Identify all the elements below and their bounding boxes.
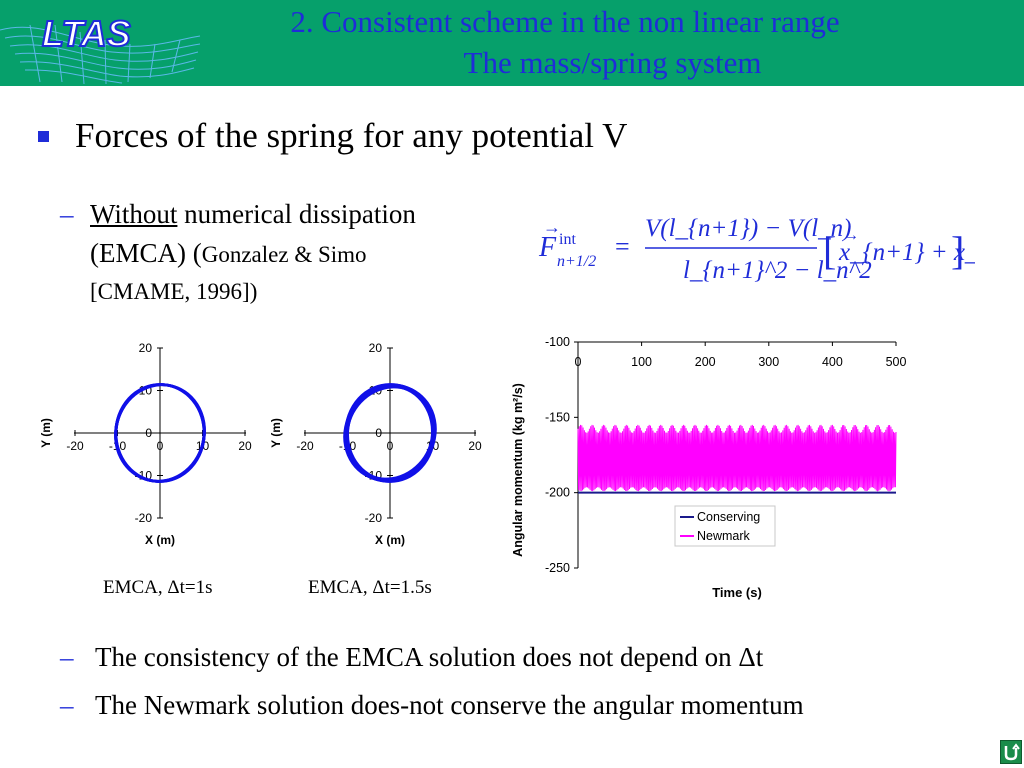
y-tick-label: -20: [135, 511, 153, 525]
legend-box: [674, 505, 776, 547]
sub-bullet-line1-rest: numerical dissipation: [177, 199, 416, 229]
y-tick-label: 20: [139, 341, 153, 355]
x-tick-label: 500: [886, 355, 907, 369]
reference-authors: Gonzalez & Simo: [201, 242, 367, 267]
bullet-text: Forces of the spring for any potential V: [75, 116, 628, 155]
sub-bullet-dash: –: [60, 690, 74, 720]
legend-label-conserving: Conserving: [697, 510, 760, 524]
x-tick-label: -20: [296, 439, 314, 453]
slide-title-line1: 2. Consistent scheme in the non linear r…: [290, 4, 840, 39]
bracket-open: [: [823, 228, 836, 273]
formula-equals: =: [615, 232, 630, 261]
reference-journal: [CMAME, 1996]): [90, 279, 258, 304]
formula-numerator: V(l_{n+1}) − V(l_n): [645, 215, 851, 242]
orbit-trajectory: [343, 385, 437, 481]
sub-bullet-dash: –: [60, 642, 74, 672]
orbit-trajectory: [345, 386, 435, 480]
x-tick-label: 0: [575, 355, 582, 369]
y-tick-label: -150: [545, 410, 570, 424]
caption-dt1: EMCA, Δt=1s: [103, 577, 213, 598]
x-tick-label: 20: [238, 439, 252, 453]
y-tick-label: -100: [545, 335, 570, 349]
bracket-close: ]: [951, 228, 964, 273]
x-ticks: 0 100 200 300 400 500: [575, 342, 907, 369]
newmark-series-line: [577, 424, 897, 492]
formula-bracket-content: x_{n+1} + x_n: [838, 239, 975, 266]
ltas-logo: LTAS: [0, 12, 201, 85]
sub-bullet-line2: (EMCA) (Gonzalez & Simo: [90, 238, 367, 269]
bullet-square-icon: [38, 131, 49, 142]
orbit-series: [343, 383, 437, 483]
x-axis-label: Time (s): [712, 585, 762, 600]
sub-bullet-dash: –: [60, 199, 74, 229]
underlined-word: Without: [90, 199, 178, 229]
logo-text: LTAS: [42, 13, 131, 54]
legend: Conserving Newmark: [674, 505, 776, 547]
x-tick-label: -20: [66, 439, 84, 453]
caption-dt15: EMCA, Δt=1.5s: [308, 577, 432, 598]
orbit-series: [114, 383, 206, 483]
sub-bullet-line1: Without numerical dissipation: [90, 199, 416, 230]
formula-lhs: F: [538, 232, 557, 263]
navigation-button[interactable]: [1000, 740, 1022, 764]
x-tick-label: 100: [631, 355, 652, 369]
y-tick-label: -200: [545, 486, 570, 500]
emca-text: (EMCA) (: [90, 238, 202, 268]
formula-lhs-sup: int: [559, 231, 576, 248]
formula-lhs-sub: n+1/2: [557, 253, 596, 270]
legend-label-newmark: Newmark: [697, 529, 751, 543]
y-tick-label: 0: [375, 426, 382, 440]
x-tick-label: 400: [822, 355, 843, 369]
spring-force-formula: F → int n+1/2 = V(l_{n+1}) − V(l_n) l_{n…: [538, 215, 975, 284]
y-axis-label: Y (m): [39, 418, 53, 448]
slide-header: LTAS 2. Consistent scheme in the non lin…: [0, 0, 1024, 86]
vector-arrow: →: [543, 217, 561, 237]
vector-arrow: →: [843, 227, 859, 244]
y-tick-label: -20: [365, 511, 383, 525]
angular-momentum-chart: -100 -150 -200 -250 0 100 200 300 400 500 Conser…: [511, 335, 907, 600]
x-tick-label: 200: [695, 355, 716, 369]
y-tick-label: 20: [369, 341, 383, 355]
x-tick-label: 300: [758, 355, 779, 369]
y-axis-label: Y (m): [269, 418, 283, 448]
x-tick-label: 0: [387, 439, 394, 453]
y-ticks: -100 -150 -200 -250: [545, 335, 578, 575]
bottom-bullet-1: The consistency of the EMCA solution doe…: [95, 642, 764, 672]
y-tick-label: 0: [145, 426, 152, 440]
formula-denominator: l_{n+1}^2 − l_n^2: [683, 257, 872, 284]
slide-title-line2: The mass/spring system: [463, 45, 762, 80]
y-tick-label: -250: [545, 561, 570, 575]
orbit-trajectory: [114, 383, 206, 483]
series: [577, 424, 897, 494]
x-tick-label: 20: [468, 439, 482, 453]
x-ticks: -20 -10 0 10 20: [296, 430, 482, 453]
return-arrow-icon: [1004, 743, 1020, 761]
x-axis-label: X (m): [145, 533, 175, 547]
bottom-bullet-2: The Newmark solution does-not conserve t…: [95, 690, 804, 720]
y-axis-label: Angular momentum (kg m²/s): [511, 383, 525, 557]
x-tick-label: 0: [157, 439, 164, 453]
x-axis-label: X (m): [375, 533, 405, 547]
